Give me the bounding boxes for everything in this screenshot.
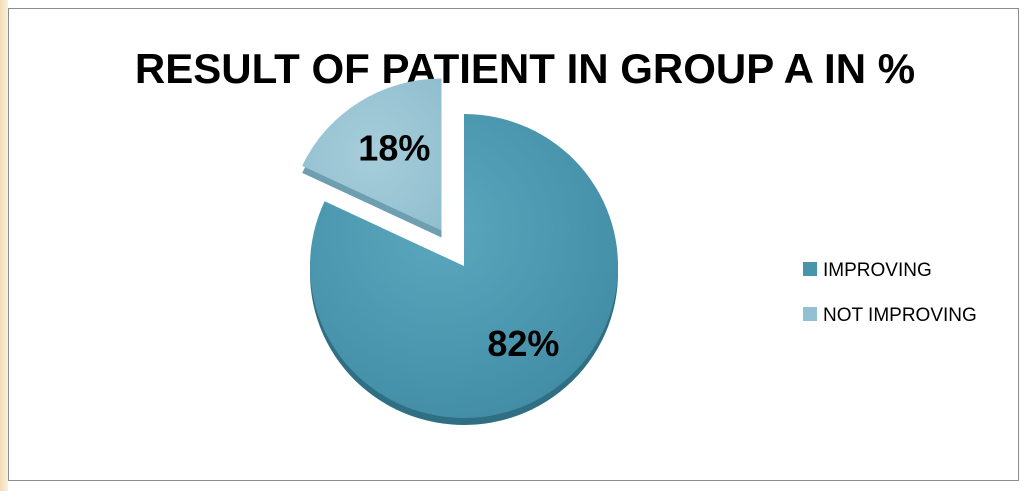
legend-swatch-improving	[803, 262, 817, 276]
pie-slice-labels: 82% 18%	[358, 127, 559, 364]
chart-title: RESULT OF PATIENT IN GROUP A IN %	[135, 45, 915, 92]
legend-label-improving: IMPROVING	[823, 260, 932, 281]
legend-label-not-improving: NOT IMPROVING	[823, 305, 977, 326]
pie-label-improving: 82%	[487, 323, 559, 364]
pie-label-not-improving: 18%	[358, 127, 430, 168]
legend-swatch-not-improving	[803, 307, 817, 321]
pie-slices	[302, 78, 618, 426]
left-border-strip	[0, 0, 8, 491]
legend: IMPROVING NOT IMPROVING	[803, 260, 977, 326]
pie-slice-not-improving	[302, 78, 442, 231]
pie-slice-improving	[310, 114, 618, 419]
